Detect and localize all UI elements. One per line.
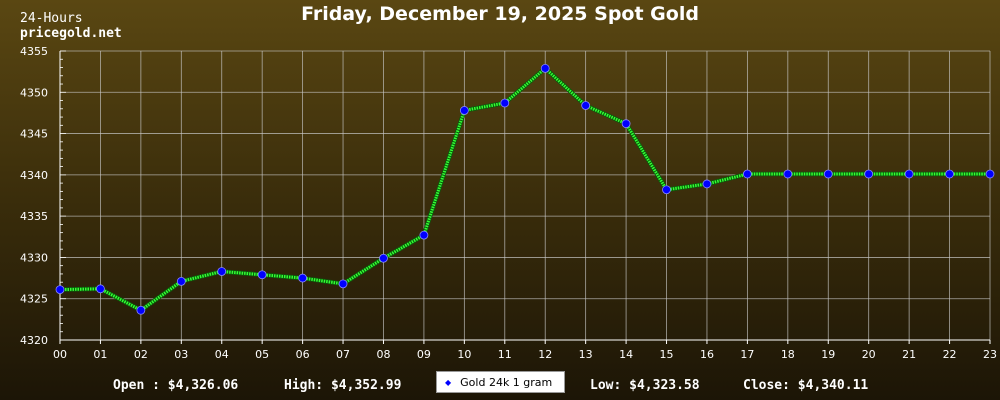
data-point [298,273,308,283]
legend-marker-icon: ◆ [445,377,452,387]
data-point [419,230,429,240]
x-tick-label: 01 [93,348,107,361]
x-tick-label: 21 [902,348,916,361]
data-point [742,169,752,179]
series-line-shadow [59,66,990,313]
data-point [217,267,227,276]
data-point [379,253,388,263]
data-point [662,185,671,195]
y-tick-label: 4325 [20,293,48,306]
x-tick-label: 11 [498,348,512,361]
low-stat: Low: $4,323.58 [590,378,700,393]
x-tick-label: 05 [255,348,269,361]
data-point [136,305,146,315]
data-point [783,169,793,179]
legend: ◆ Gold 24k 1 gram [436,371,565,393]
data-point [823,169,833,179]
data-point [96,284,105,294]
y-tick-label: 4330 [20,251,48,264]
close-stat: Close: $4,340.11 [743,378,869,393]
data-point [338,279,348,289]
x-tick-label: 07 [336,348,350,361]
high-stat: High: $4,352.99 [284,378,402,393]
x-tick-label: 09 [417,348,431,361]
x-tick-label: 00 [53,348,67,361]
x-tick-label: 18 [781,348,795,361]
y-tick-label: 4355 [20,45,48,58]
x-tick-label: 12 [538,348,552,361]
chart-title: Friday, December 19, 2025 Spot Gold [301,3,699,25]
x-tick-label: 16 [700,348,714,361]
data-point [864,169,874,179]
open-stat: Open : $4,326.06 [113,378,239,393]
series-line [59,66,990,312]
data-point [540,63,550,73]
data-point [55,285,65,295]
y-tick-label: 4335 [20,210,48,223]
data-point [176,276,186,286]
x-tick-label: 19 [821,348,835,361]
period-label: 24-Hours [20,11,83,26]
y-tick-label: 4350 [20,86,48,99]
site-label: pricegold.net [20,26,122,41]
data-point [621,119,631,129]
x-tick-label: 08 [376,348,390,361]
x-tick-label: 13 [579,348,593,361]
x-tick-label: 04 [215,348,229,361]
x-tick-label: 17 [740,348,754,361]
data-point [459,106,469,115]
x-tick-label: 02 [134,348,148,361]
x-tick-label: 20 [862,348,876,361]
data-point [702,179,712,189]
x-tick-label: 06 [296,348,310,361]
data-point [985,169,995,179]
x-tick-label: 14 [619,348,633,361]
y-tick-label: 4320 [20,334,48,347]
x-tick-label: 15 [660,348,674,361]
x-tick-label: 22 [943,348,957,361]
data-point [945,169,954,179]
y-tick-label: 4340 [20,169,48,182]
x-tick-label: 23 [983,348,997,361]
x-tick-label: 03 [174,348,188,361]
x-tick-label: 10 [457,348,471,361]
data-point [257,270,267,280]
legend-label: Gold 24k 1 gram [460,375,553,389]
data-point [904,169,914,179]
y-tick-label: 4345 [20,128,48,141]
data-point [500,98,510,108]
data-point [581,101,591,110]
